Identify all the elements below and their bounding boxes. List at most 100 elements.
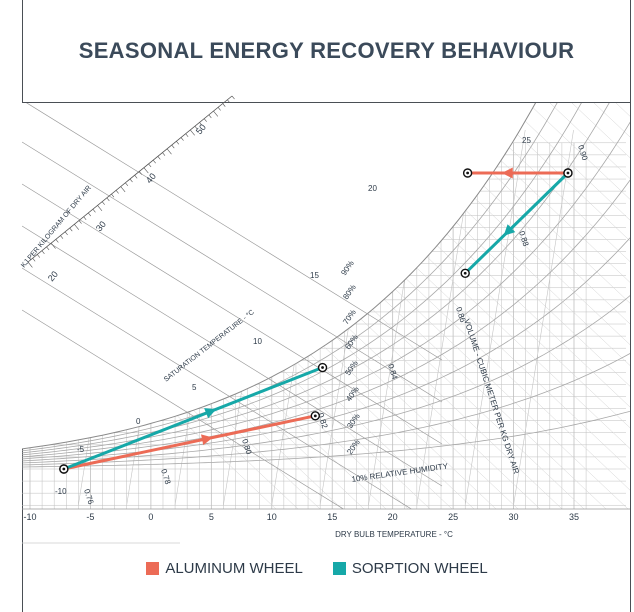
legend: ALUMINUM WHEEL SORPTION WHEEL xyxy=(0,560,634,577)
rh-label: 30% xyxy=(345,412,362,430)
saturation-tick-label: 0 xyxy=(136,417,141,426)
relative-humidity-curve xyxy=(22,103,537,450)
enthalpy-tick xyxy=(185,133,189,137)
legend-label-sorption: SORPTION WHEEL xyxy=(351,560,488,577)
volume-tick-label: 0.88 xyxy=(517,230,531,248)
relative-humidity-curve xyxy=(22,121,630,458)
volume-tick-label: 0.78 xyxy=(159,468,173,486)
enthalpy-tick xyxy=(120,186,126,193)
legend-item-aluminum: ALUMINUM WHEEL xyxy=(146,560,303,577)
enthalpy-guide xyxy=(26,103,443,361)
saturation-tick-label: 25 xyxy=(522,136,531,145)
enthalpy-tick xyxy=(143,167,149,174)
enthalpy-tick xyxy=(129,178,133,183)
title-box: SEASONAL ENERGY RECOVERY BEHAVIOUR xyxy=(22,0,631,103)
series-line xyxy=(62,366,325,471)
enthalpy-guide xyxy=(22,267,412,509)
enthalpy-tick xyxy=(78,220,82,224)
enthalpy-line xyxy=(483,103,630,242)
enthalpy-tick xyxy=(64,231,68,236)
saturation-tick-label: -10 xyxy=(55,487,67,496)
x-tick-label: 15 xyxy=(327,512,337,522)
enthalpy-tick xyxy=(203,118,207,122)
x-tick-label: 30 xyxy=(509,512,519,522)
series-point-center xyxy=(463,271,467,275)
saturation-tick-label: 20 xyxy=(368,184,377,193)
enthalpy-tick xyxy=(41,250,45,254)
enthalpy-tick xyxy=(227,99,231,104)
x-tick-label: 0 xyxy=(148,512,153,522)
enthalpy-tick xyxy=(134,175,138,179)
enthalpy-tick xyxy=(60,235,64,239)
enthalpy-tick xyxy=(162,152,166,156)
enthalpy-line xyxy=(615,103,630,117)
enthalpy-tick xyxy=(83,216,87,220)
series-point-center xyxy=(62,467,66,471)
enthalpy-tick xyxy=(101,201,105,205)
enthalpy-tick xyxy=(27,261,33,268)
saturation-tick-label: 15 xyxy=(310,271,319,280)
enthalpy-tick xyxy=(97,205,103,211)
enthalpy-line xyxy=(527,103,630,200)
x-tick-label: -5 xyxy=(86,512,94,522)
enthalpy-line xyxy=(549,103,630,179)
relative-humidity-curve xyxy=(22,103,558,452)
volume-line xyxy=(513,129,574,506)
relative-humidity-curve xyxy=(22,103,582,454)
x-tick-label: -10 xyxy=(23,512,36,522)
rh-label: 40% xyxy=(344,385,361,403)
x-tick-label: 20 xyxy=(388,512,398,522)
enthalpy-tick xyxy=(46,246,50,251)
series-arrow xyxy=(201,434,213,446)
enthalpy-tick xyxy=(222,103,226,107)
x-tick-label: 25 xyxy=(448,512,458,522)
volume-tick-label: 0.90 xyxy=(576,144,590,162)
enthalpy-tick xyxy=(37,254,41,258)
enthalpy-tick-label: 50 xyxy=(194,122,208,136)
series-arrow xyxy=(501,167,513,179)
enthalpy-tick xyxy=(166,148,172,155)
enthalpy-tick xyxy=(139,171,143,175)
relative-humidity-curve xyxy=(22,237,630,462)
enthalpy-tick xyxy=(190,129,195,136)
enthalpy-guide xyxy=(22,225,443,487)
volume-line xyxy=(464,129,526,506)
volume-tick-label: 0.76 xyxy=(82,488,96,506)
series-point-center xyxy=(321,366,324,369)
series-arrow xyxy=(503,224,516,236)
x-axis-label: DRY BULB TEMPERATURE - °C xyxy=(335,530,453,539)
enthalpy-tick xyxy=(157,156,161,160)
enthalpy-tick xyxy=(125,182,129,187)
enthalpy-tick xyxy=(213,110,219,117)
x-tick-label: 5 xyxy=(209,512,214,522)
enthalpy-line xyxy=(593,103,630,138)
series-point-center xyxy=(566,171,570,175)
enthalpy-tick xyxy=(208,114,212,119)
enthalpy-tick xyxy=(148,163,152,168)
enthalpy-tick xyxy=(194,125,198,130)
enthalpy-tick xyxy=(171,144,175,149)
relative-humidity-curve xyxy=(22,103,610,456)
enthalpy-tick xyxy=(50,242,56,249)
series-line xyxy=(62,414,317,471)
series-point-center xyxy=(313,414,317,418)
relative-humidity-curve xyxy=(22,410,630,468)
enthalpy-tick xyxy=(111,193,115,198)
enthalpy-tick xyxy=(152,159,156,164)
enthalpy-line xyxy=(461,103,630,262)
enthalpy-tick xyxy=(176,141,180,145)
relative-humidity-curve xyxy=(22,353,630,466)
enthalpy-tick-label: 40 xyxy=(144,171,158,185)
volume-tick-label: 0.84 xyxy=(386,363,400,381)
x-tick-label: 35 xyxy=(569,512,579,522)
legend-item-sorption: SORPTION WHEEL xyxy=(332,560,488,577)
enthalpy-tick xyxy=(32,258,36,262)
legend-swatch-aluminum xyxy=(146,562,160,575)
enthalpy-tick xyxy=(92,208,96,213)
series-line xyxy=(463,171,570,275)
saturation-tick-label: -5 xyxy=(77,445,85,454)
enthalpy-line xyxy=(505,103,630,221)
series-point-center xyxy=(466,171,470,175)
enthalpy-tick-label: 20 xyxy=(46,269,60,283)
